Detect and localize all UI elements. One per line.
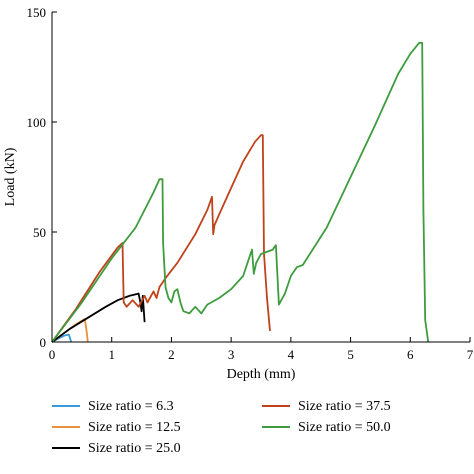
y-tick-label: 50 [33, 225, 46, 240]
y-axis-ticks: 0 50 100 150 [27, 5, 57, 350]
legend-label: Size ratio = 50.0 [298, 420, 391, 435]
series-line-3 [51, 292, 146, 343]
y-tick-label: 100 [27, 115, 47, 130]
legend-item: Size ratio = 50.0 [262, 420, 391, 435]
legend-label: Size ratio = 37.5 [298, 399, 391, 414]
legend-label: Size ratio = 25.0 [88, 441, 181, 456]
legend-item: Size ratio = 25.0 [52, 441, 181, 456]
y-tick-label: 150 [27, 5, 47, 20]
y-tick-label: 0 [40, 335, 47, 350]
x-tick-label: 3 [228, 347, 235, 362]
x-axis-ticks: 0 1 2 3 4 5 6 7 [49, 337, 474, 362]
x-tick-label: 6 [407, 347, 414, 362]
plot-series [51, 41, 430, 343]
x-tick-label: 7 [467, 347, 474, 362]
legend-item: Size ratio = 12.5 [52, 420, 181, 435]
x-tick-label: 1 [108, 347, 115, 362]
x-tick-label: 5 [347, 347, 354, 362]
legend-item: Size ratio = 6.3 [52, 399, 174, 414]
x-tick-label: 0 [49, 347, 56, 362]
series-line-4 [51, 134, 271, 343]
x-tick-label: 4 [288, 347, 295, 362]
legend-item: Size ratio = 37.5 [262, 399, 391, 414]
y-axis-label: Load (kN) [3, 147, 18, 206]
x-tick-label: 2 [168, 347, 175, 362]
legend-label: Size ratio = 6.3 [88, 399, 174, 414]
series-line-5 [51, 41, 430, 343]
legend-label: Size ratio = 12.5 [88, 420, 181, 435]
legend: Size ratio = 6.3 Size ratio = 12.5 Size ra… [52, 399, 391, 456]
x-axis-label: Depth (mm) [227, 367, 296, 382]
